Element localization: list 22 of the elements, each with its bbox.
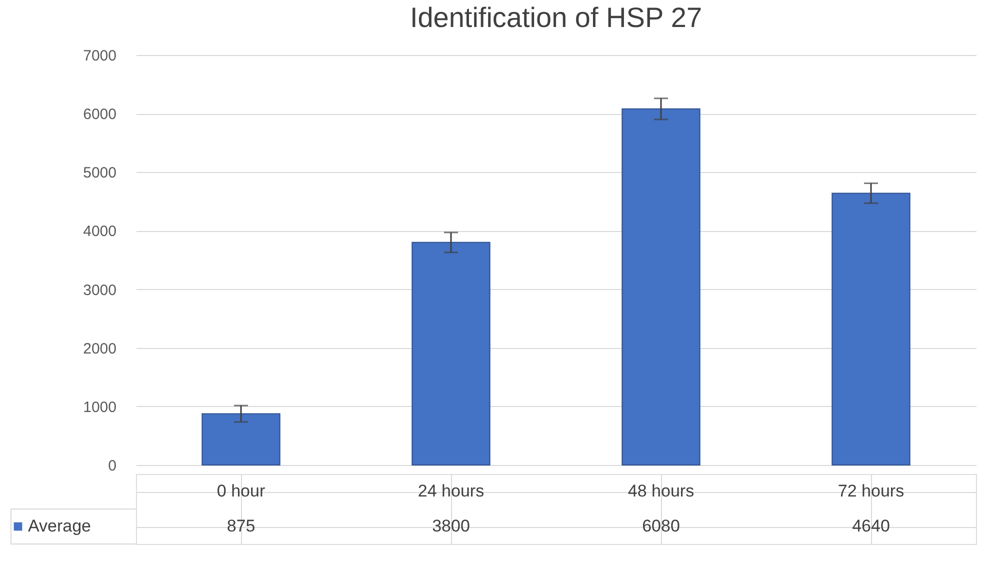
data-label: 875 bbox=[226, 516, 256, 536]
y-tick-label: 6000 bbox=[83, 106, 116, 124]
y-tick-label: 1000 bbox=[83, 398, 116, 416]
bar bbox=[622, 108, 700, 466]
x-tick-label: 0 hour bbox=[216, 482, 266, 500]
y-tick-label: 2000 bbox=[83, 340, 116, 358]
legend-label: Average bbox=[28, 516, 92, 536]
y-tick-label: 4000 bbox=[83, 223, 116, 240]
y-tick-label: 0 bbox=[108, 458, 116, 474]
y-tick-label: 3000 bbox=[83, 282, 116, 299]
x-tick-label: 24 hours bbox=[418, 482, 484, 500]
data-label: 3800 bbox=[432, 516, 470, 536]
bar bbox=[412, 242, 490, 466]
bar bbox=[832, 192, 910, 466]
y-tick-label: 5000 bbox=[83, 164, 116, 182]
bar bbox=[202, 413, 280, 466]
chart-title: Identification of HSP 27 bbox=[410, 2, 702, 33]
x-tick-label: 72 hours bbox=[838, 482, 904, 500]
y-tick-label: 7000 bbox=[83, 48, 116, 64]
data-label: 4640 bbox=[852, 516, 890, 536]
x-tick-label: 48 hours bbox=[628, 482, 694, 500]
data-label: 6080 bbox=[642, 516, 680, 536]
